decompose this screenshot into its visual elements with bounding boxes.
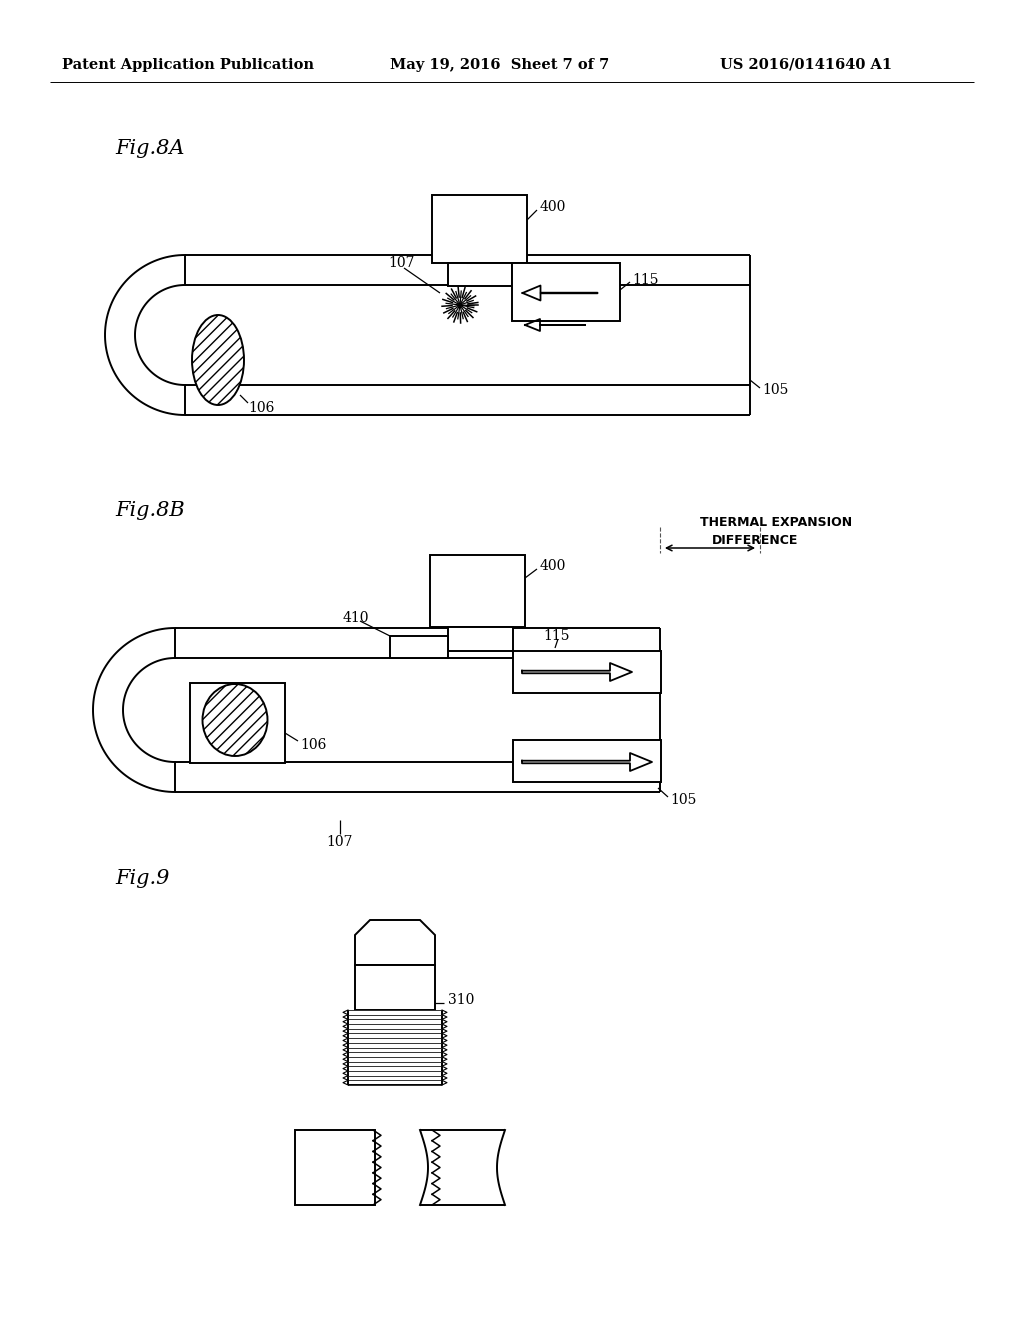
Text: 106: 106 bbox=[248, 401, 274, 414]
Bar bbox=[430, 554, 525, 627]
Text: THERMAL EXPANSION: THERMAL EXPANSION bbox=[700, 516, 852, 528]
Ellipse shape bbox=[203, 684, 267, 756]
Text: Fig.9: Fig.9 bbox=[115, 869, 169, 887]
Bar bbox=[390, 636, 449, 657]
Text: 410: 410 bbox=[343, 611, 370, 624]
Text: US 2016/0141640 A1: US 2016/0141640 A1 bbox=[720, 58, 892, 73]
Bar bbox=[449, 263, 512, 286]
Polygon shape bbox=[105, 255, 185, 414]
Polygon shape bbox=[522, 752, 652, 771]
Text: 105: 105 bbox=[762, 383, 788, 397]
Text: 107: 107 bbox=[388, 256, 415, 271]
Text: 115: 115 bbox=[632, 273, 658, 286]
Bar bbox=[513, 651, 662, 693]
Text: Fig.8B: Fig.8B bbox=[115, 500, 184, 520]
Bar bbox=[355, 965, 435, 1010]
Polygon shape bbox=[522, 663, 632, 681]
Bar bbox=[295, 1130, 375, 1205]
Bar bbox=[512, 263, 620, 321]
Bar bbox=[190, 682, 285, 763]
Text: 400: 400 bbox=[540, 201, 566, 214]
Ellipse shape bbox=[193, 315, 244, 405]
Bar bbox=[432, 195, 527, 263]
Polygon shape bbox=[93, 628, 175, 792]
Polygon shape bbox=[355, 920, 435, 965]
Text: 115: 115 bbox=[543, 630, 569, 643]
Text: 400: 400 bbox=[540, 558, 566, 573]
Text: Patent Application Publication: Patent Application Publication bbox=[62, 58, 314, 73]
Text: 310: 310 bbox=[449, 993, 474, 1007]
Text: DIFFERENCE: DIFFERENCE bbox=[712, 533, 799, 546]
Text: Fig.8A: Fig.8A bbox=[115, 139, 184, 157]
Text: 105: 105 bbox=[670, 793, 696, 807]
Text: 107: 107 bbox=[327, 836, 353, 849]
Text: May 19, 2016  Sheet 7 of 7: May 19, 2016 Sheet 7 of 7 bbox=[390, 58, 609, 73]
Bar bbox=[513, 741, 662, 781]
Text: 106: 106 bbox=[300, 738, 327, 752]
Bar bbox=[449, 627, 513, 651]
